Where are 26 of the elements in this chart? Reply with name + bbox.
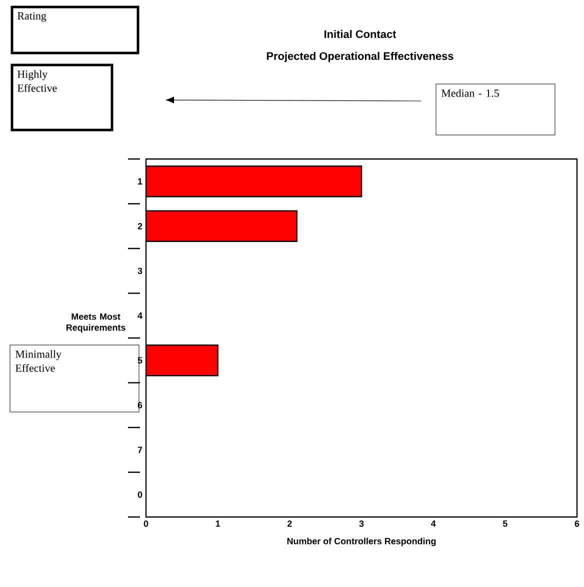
y-tick-label: 7 xyxy=(138,446,142,453)
chart-title: Initial Contact xyxy=(324,30,396,38)
y-tick-label: 4 xyxy=(138,312,142,319)
y-tick-label: 1 xyxy=(138,178,142,184)
x-tick-label: 0 xyxy=(144,520,148,527)
y-tick-label: 2 xyxy=(138,222,142,230)
chart-subtitle: Projected Operational Effectiveness xyxy=(266,52,454,62)
text: Minimally Effective xyxy=(16,350,62,372)
y-tick-label: 3 xyxy=(138,268,142,274)
x-tick-label: 4 xyxy=(430,520,436,527)
text: Rating xyxy=(18,12,46,22)
x-tick-label: 2 xyxy=(287,520,292,527)
y-tick-label: 6 xyxy=(138,402,142,408)
bar xyxy=(146,210,298,242)
x-tick-label: 3 xyxy=(359,520,364,527)
x-axis-title: Number of Controllers Responding xyxy=(287,538,436,546)
text: Median - 1.5 xyxy=(442,89,499,97)
y-tick-label: 5 xyxy=(138,357,142,364)
y-tick-label: 0 xyxy=(138,491,142,498)
x-tick-label: 1 xyxy=(216,520,220,527)
text: Meets Most Requirements xyxy=(66,313,126,332)
bar xyxy=(146,344,218,376)
x-tick-label: 5 xyxy=(502,520,508,527)
text: Highly Effective xyxy=(18,70,57,92)
bar xyxy=(146,166,362,198)
x-tick-label: 6 xyxy=(574,520,580,527)
